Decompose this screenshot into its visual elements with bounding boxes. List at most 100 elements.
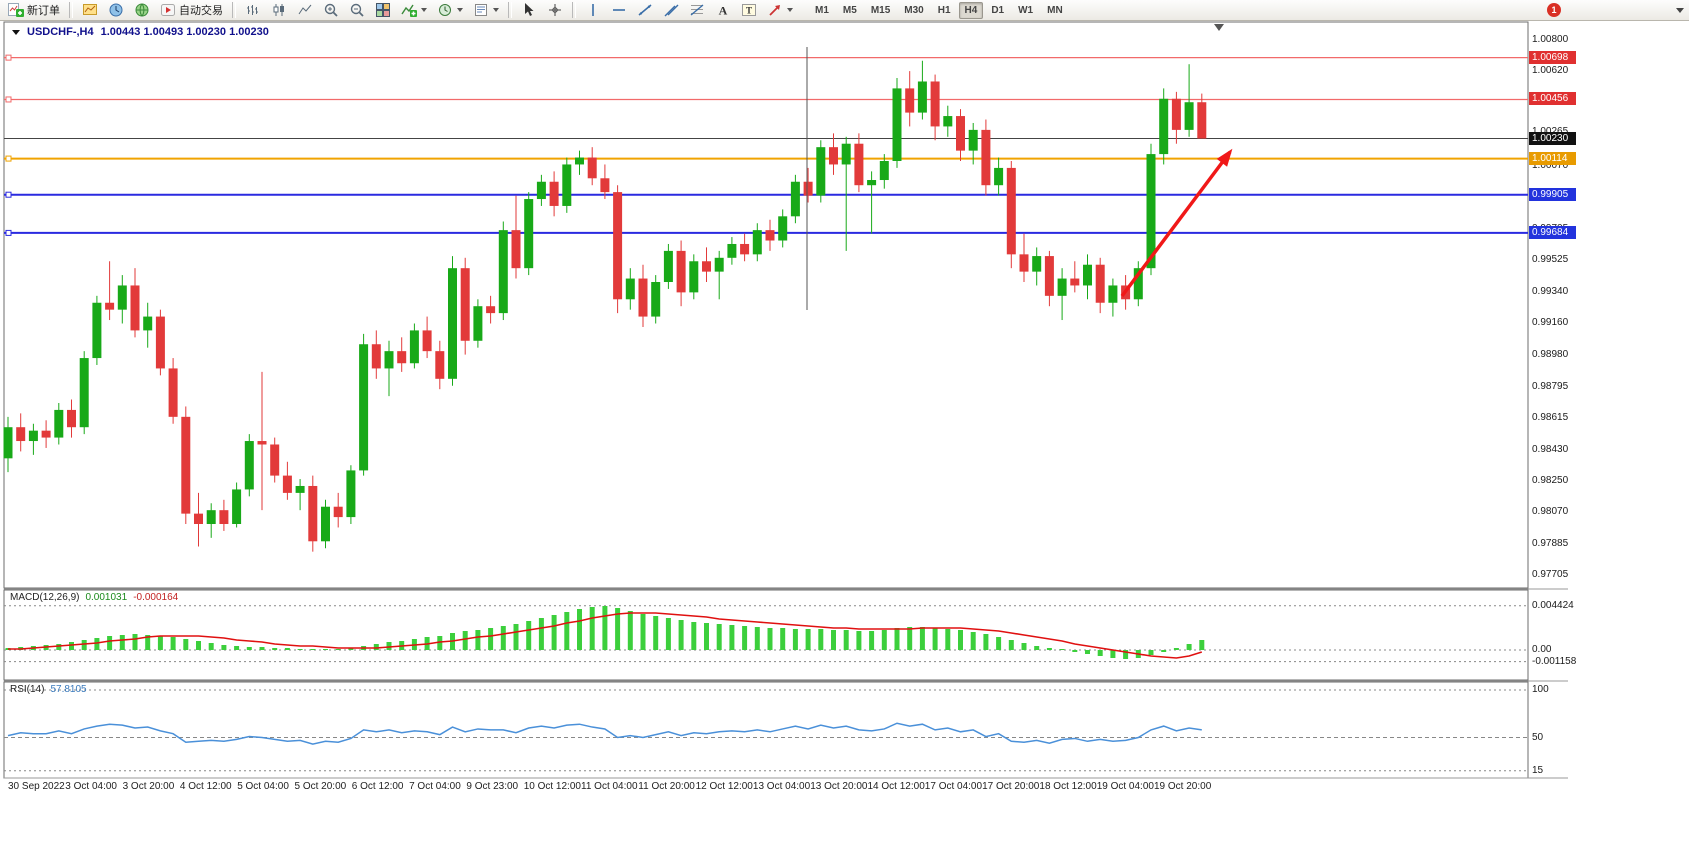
candle-body [67,409,76,428]
macd-histogram-bar [170,637,176,650]
price-flag-1.00114[interactable]: 1.00114 [1529,151,1576,165]
bar-chart-button[interactable] [241,0,265,21]
fibonacci-icon [690,4,704,16]
notification-badge[interactable]: 1 [1547,3,1561,17]
zoom-out-button[interactable] [345,0,369,21]
macd-histogram-bar [488,628,494,650]
fibonacci-button[interactable] [685,0,709,21]
line-anchor-handle [5,54,12,61]
price-flag-0.99905[interactable]: 0.99905 [1529,187,1576,201]
price-tick: 0.98070 [1532,505,1569,517]
svg-text:A: A [719,4,728,18]
zoom-in-button[interactable] [319,0,343,21]
candle-body [536,181,546,200]
zoom-in-icon [324,3,338,17]
main-chart-panel [3,21,1529,589]
macd-histogram-bar [729,625,735,650]
time-label: 17 Oct 04:00 [924,781,983,792]
price-flag-0.99684[interactable]: 0.99684 [1529,225,1576,239]
timeframe-h4[interactable]: H4 [958,1,984,19]
timeframe-d1[interactable]: D1 [991,4,1005,16]
price-tick: 0.97885 [1532,537,1569,549]
candle-body [155,316,165,369]
cursor-button[interactable] [517,0,541,21]
time-label: 9 Oct 23:00 [466,781,519,792]
toolbar-overflow-icon[interactable] [1676,8,1684,13]
candle-body [1095,264,1105,303]
timeframe-w1[interactable]: W1 [1018,4,1034,16]
market-watch-button[interactable] [104,0,128,21]
chart-menu-icon[interactable] [12,29,20,35]
templates-dropdown-icon[interactable] [493,8,499,12]
macd-histogram-bar [932,628,938,650]
arrows-button[interactable] [763,0,797,21]
macd-histogram-bar [132,634,138,650]
timeframe-m1[interactable]: M1 [815,4,829,16]
text-label-button[interactable]: T [737,0,761,21]
candle-body [511,230,521,269]
macd-histogram-bar [970,632,976,650]
macd-histogram-bar [843,630,849,650]
line-chart-button[interactable] [293,0,317,21]
candle-body [1184,102,1194,130]
candle-body [346,470,356,518]
crosshair-button[interactable] [543,0,567,21]
navigator-button[interactable] [130,0,154,21]
timeframe-m15[interactable]: M15 [870,4,891,16]
candle-body [740,243,750,255]
candle-body [1006,167,1016,255]
horizontal-line-button[interactable] [607,0,631,21]
price-tick: 0.98250 [1532,474,1569,486]
candlestick-chart-button[interactable] [267,0,291,21]
time-label: 18 Oct 12:00 [1039,781,1097,792]
price-flag-1.00230[interactable]: 1.00230 [1529,131,1576,145]
text-button[interactable]: A [711,0,735,21]
vertical-line-button[interactable] [581,0,605,21]
indicators-dropdown-icon[interactable] [421,8,427,12]
candle-body [1159,98,1169,155]
macd-histogram-bar [564,612,570,650]
macd-histogram-bar [1008,640,1014,650]
bar-chart-icon [247,5,258,15]
trendline-button[interactable] [633,0,657,21]
macd-histogram-bar [513,624,519,650]
new-order-button[interactable]: 新订单 [4,0,64,21]
timeframe-mn[interactable]: MN [1047,4,1063,16]
candle-body [130,285,140,331]
timeframe-h1[interactable]: H1 [937,4,951,16]
periods-dropdown-icon[interactable] [457,8,463,12]
new-order-icon [8,3,24,17]
trendline-icon [638,4,652,16]
macd-histogram-bar [856,631,862,650]
candle-body [841,143,851,165]
macd-histogram-bar [1110,650,1116,658]
macd-histogram-bar [373,644,379,650]
price-flag-1.00456[interactable]: 1.00456 [1529,92,1576,106]
charts-button[interactable] [78,0,102,21]
macd-histogram-bar [1123,650,1129,659]
price-tick: 0.99160 [1532,317,1569,329]
rsi-label: RSI(14) 57.8105 [10,684,87,695]
timeframe-m30[interactable]: M30 [904,4,924,16]
macd-histogram-bar [1199,640,1205,650]
candle-body [1083,264,1092,286]
arrows-dropdown-icon[interactable] [787,8,793,12]
trend-arrow-annotation[interactable] [1120,150,1232,298]
time-label: 6 Oct 12:00 [351,781,404,792]
macd-histogram-bar [1186,644,1192,650]
price-flag-1.00698[interactable]: 1.00698 [1529,50,1576,64]
time-label: 3 Oct 04:00 [65,781,117,792]
price-tick: 0.98980 [1532,348,1569,360]
indicators-button[interactable] [397,0,431,21]
time-label: 7 Oct 04:00 [409,781,461,792]
channel-button[interactable] [659,0,683,21]
auto-trading-button[interactable]: 自动交易 [156,0,227,21]
timeframe-m5[interactable]: M5 [842,4,857,16]
candle-body [308,485,318,542]
templates-button[interactable] [469,0,503,21]
new-order-label: 新订单 [27,5,60,17]
macd-histogram-bar [665,618,671,650]
tile-windows-button[interactable] [371,0,395,21]
periods-button[interactable] [433,0,467,21]
